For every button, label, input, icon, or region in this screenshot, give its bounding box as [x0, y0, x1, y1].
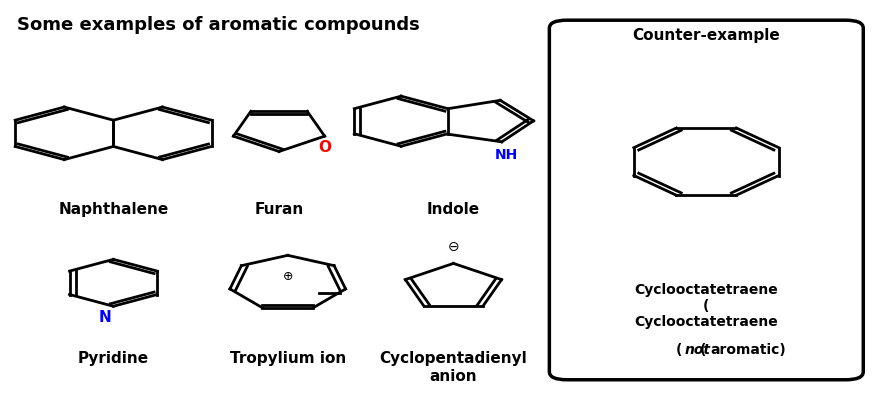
Text: Cyclooctatetraene
(: Cyclooctatetraene (	[635, 283, 778, 313]
Text: (: (	[700, 343, 706, 358]
Text: Naphthalene: Naphthalene	[58, 202, 168, 217]
Text: Some examples of aromatic compounds: Some examples of aromatic compounds	[17, 16, 420, 34]
FancyBboxPatch shape	[549, 20, 863, 380]
Text: O: O	[318, 140, 331, 155]
Text: N: N	[99, 310, 111, 325]
Text: Cyclopentadienyl
anion: Cyclopentadienyl anion	[379, 351, 528, 384]
Text: Counter-example: Counter-example	[632, 28, 780, 43]
Text: Indole: Indole	[427, 202, 480, 217]
Text: NH: NH	[494, 148, 518, 162]
Text: (: (	[676, 343, 682, 358]
Text: ⊕: ⊕	[283, 270, 293, 283]
Text: Tropylium ion: Tropylium ion	[229, 351, 346, 366]
Text: Furan: Furan	[255, 202, 303, 217]
Text: Cyclooctatetraene: Cyclooctatetraene	[635, 315, 778, 329]
Text: Pyridine: Pyridine	[78, 351, 149, 366]
Text: ⊖: ⊖	[447, 240, 460, 254]
Text: not: not	[685, 343, 711, 358]
Text: aromatic): aromatic)	[711, 343, 787, 358]
